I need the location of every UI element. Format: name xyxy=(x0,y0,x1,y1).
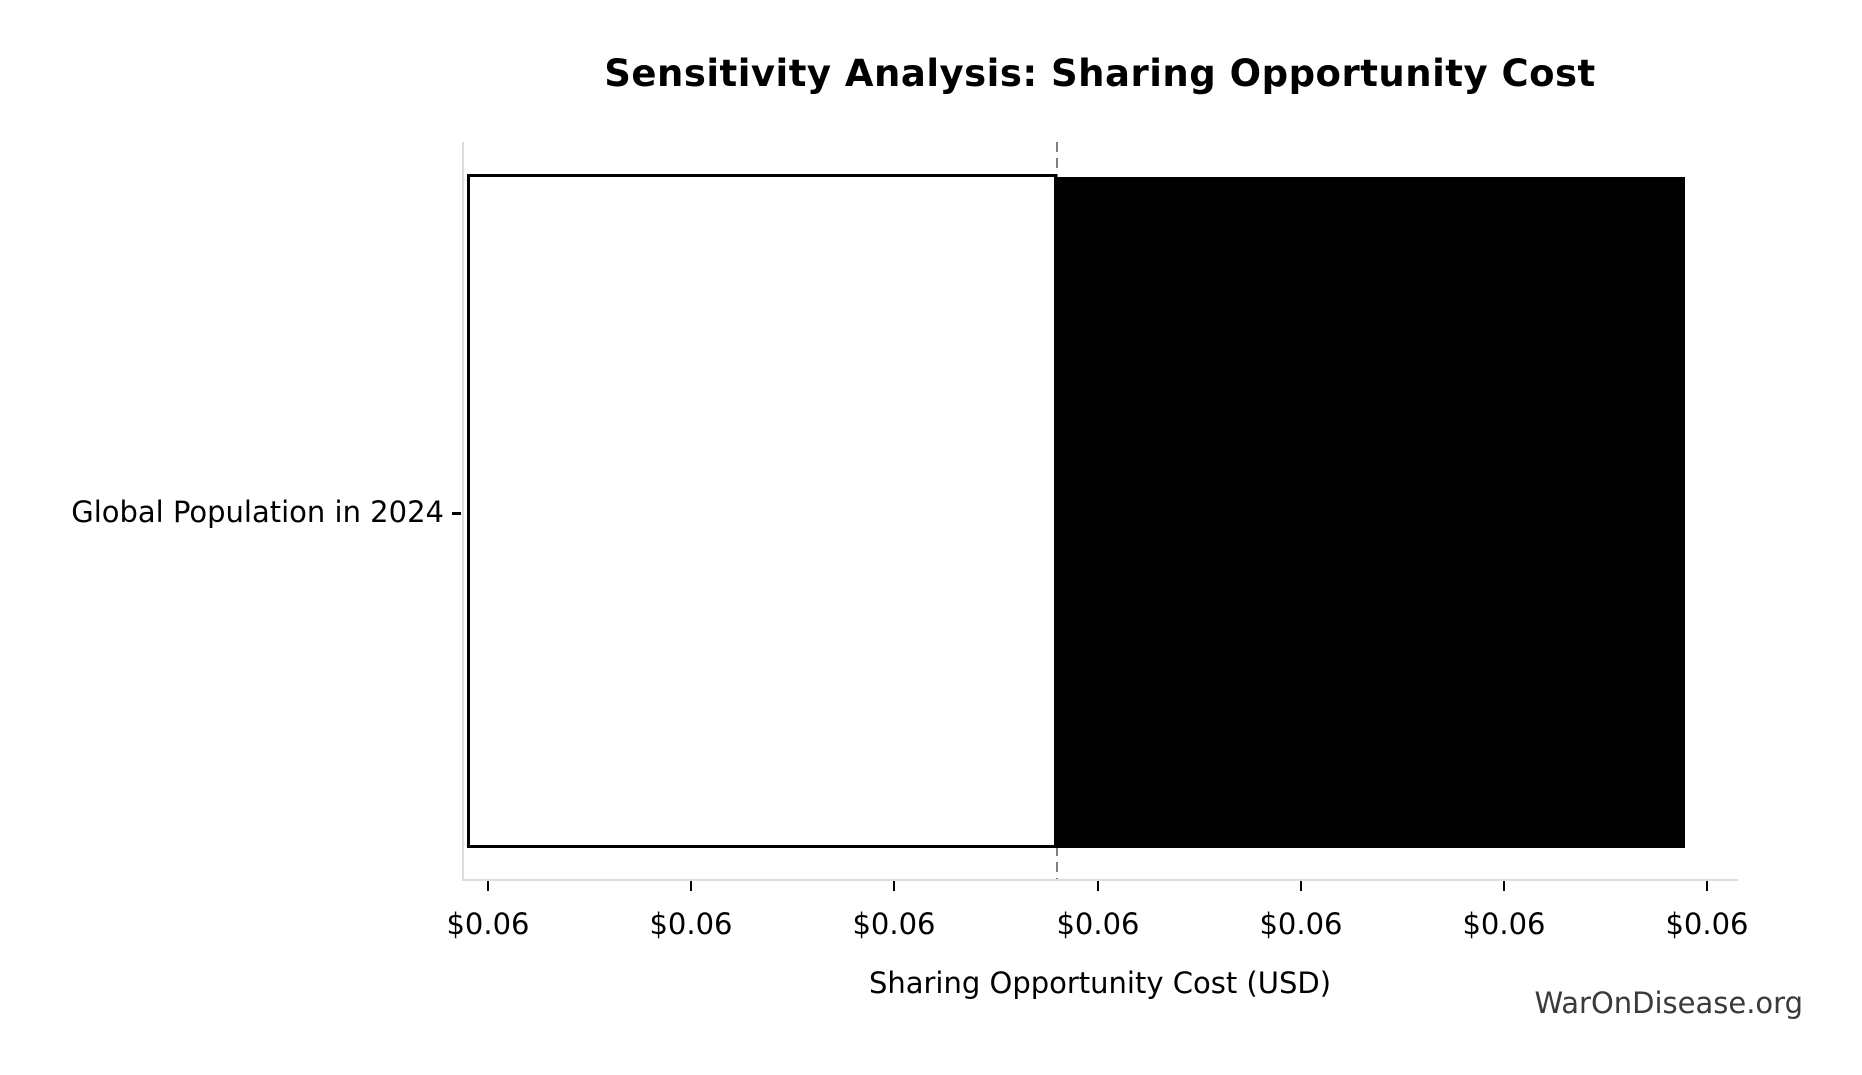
x-axis-label: Sharing Opportunity Cost (USD) xyxy=(868,966,1332,1000)
x-axis-tick-mark xyxy=(1503,881,1505,891)
bar-segment-high xyxy=(1056,177,1685,848)
plot-area xyxy=(462,142,1738,881)
y-axis-tick-mark xyxy=(452,512,461,515)
y-axis-category-label: Global Population in 2024 xyxy=(71,495,444,529)
x-axis-tick-mark xyxy=(690,881,692,891)
x-axis-tick-mark xyxy=(1097,881,1099,891)
x-axis-tick-mark xyxy=(893,881,895,891)
x-axis-tick-mark xyxy=(1300,881,1302,891)
chart-title: Sensitivity Analysis: Sharing Opportunit… xyxy=(604,52,1596,95)
x-axis-tick-label: $0.06 xyxy=(649,907,733,941)
x-axis-tick-label: $0.06 xyxy=(1056,907,1140,941)
x-axis-tick-label: $0.06 xyxy=(852,907,936,941)
x-axis-tick-label: $0.06 xyxy=(1665,907,1749,941)
x-axis-tick-label: $0.06 xyxy=(1259,907,1343,941)
x-axis-tick-label: $0.06 xyxy=(446,907,530,941)
bar-segment-low xyxy=(467,174,1057,848)
watermark-text: WarOnDisease.org xyxy=(1534,986,1803,1020)
x-axis-tick-label: $0.06 xyxy=(1462,907,1546,941)
x-axis-tick-mark xyxy=(1706,881,1708,891)
x-axis-tick-mark xyxy=(487,881,489,891)
